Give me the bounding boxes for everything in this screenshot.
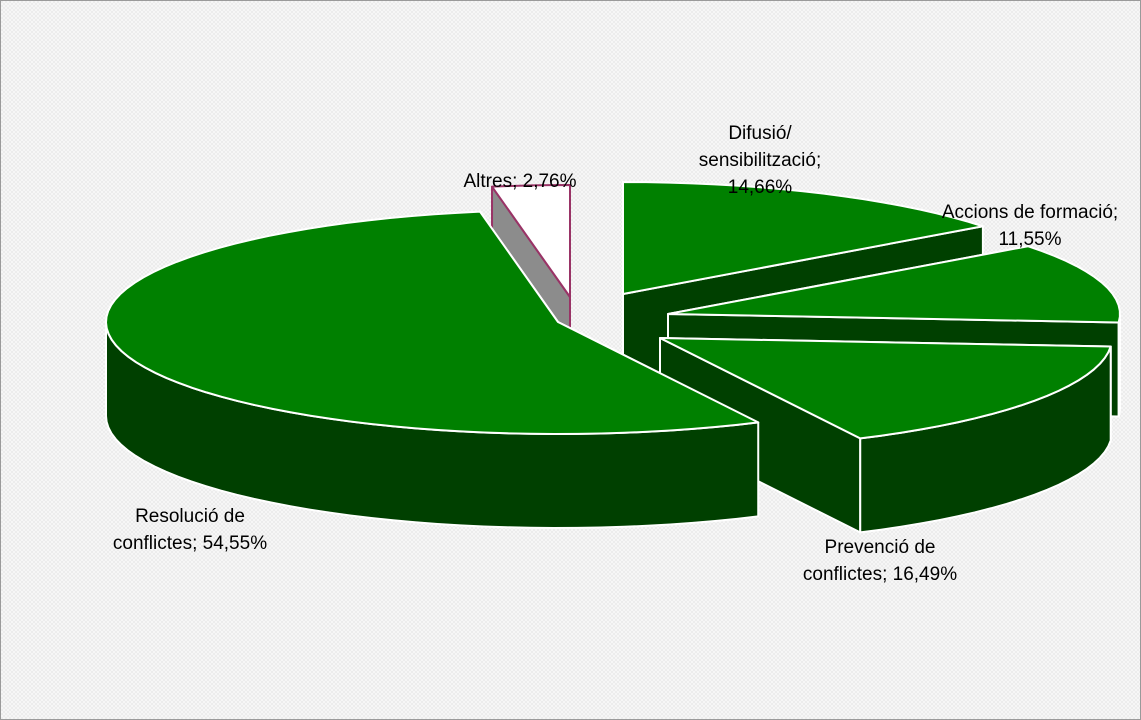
slice-label-line: sensibilització;	[699, 150, 822, 171]
slice-label-line: Resolució de	[135, 506, 245, 527]
slice-1	[667, 245, 1121, 324]
slice-label-1: Accions de formació; 11,55%	[942, 202, 1118, 250]
slice-label-3: Resolució de conflictes; 54,55%	[113, 506, 267, 554]
slice-label-2: Prevenció de conflictes; 16,49%	[803, 537, 957, 585]
slice-label-line: Difusió/	[728, 123, 792, 144]
slice-2	[659, 337, 1112, 440]
slice-label-line: conflictes; 16,49%	[803, 564, 957, 585]
slice-label-line: 14,66%	[728, 177, 793, 198]
slice-label-line: Altres; 2,76%	[464, 171, 577, 192]
slice-label-4: Altres; 2,76%	[464, 171, 577, 192]
slice-side-1-0	[1117, 313, 1121, 418]
slice-4	[491, 184, 571, 298]
slice-label-line: 11,55%	[998, 229, 1061, 250]
slice-3	[105, 210, 760, 435]
slice-0	[622, 181, 984, 295]
slice-label-line: conflictes; 54,55%	[113, 533, 267, 554]
slice-label-0: Difusió/sensibilització; 14,66%	[699, 123, 822, 198]
slice-label-line: Accions de formació;	[942, 202, 1118, 223]
slice-label-line: Prevenció de	[825, 537, 936, 558]
